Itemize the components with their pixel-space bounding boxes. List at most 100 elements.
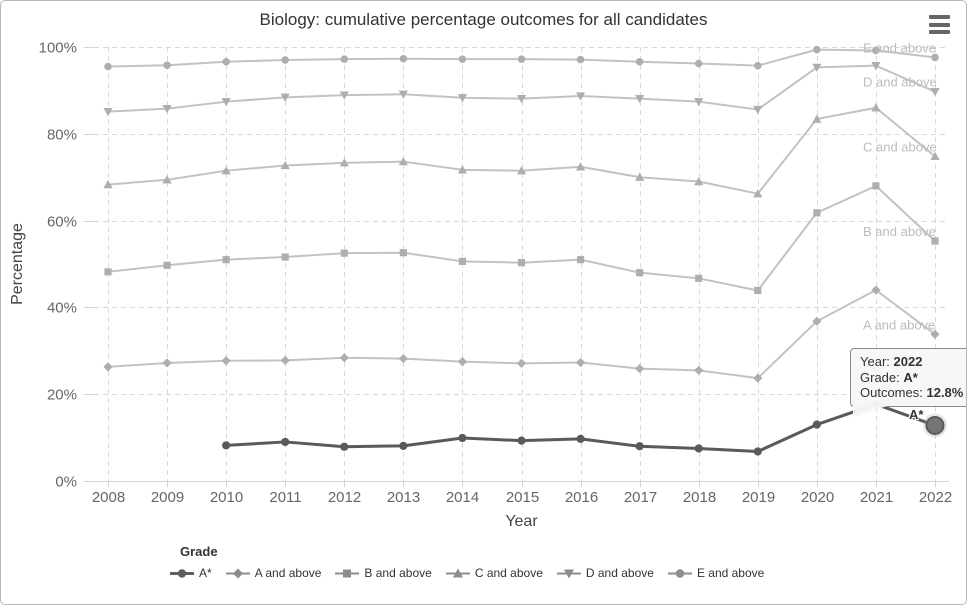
series-point[interactable] <box>103 362 113 372</box>
series-point[interactable] <box>340 442 349 451</box>
series-point[interactable] <box>222 441 231 450</box>
series-point[interactable] <box>753 447 762 456</box>
series-point[interactable] <box>635 363 645 374</box>
series-point[interactable] <box>812 316 822 326</box>
series-point[interactable] <box>281 253 289 261</box>
series-point[interactable] <box>930 88 940 97</box>
series-point[interactable] <box>339 353 349 363</box>
series-point[interactable] <box>281 56 289 64</box>
series-point[interactable] <box>517 436 526 445</box>
series-point[interactable] <box>340 55 349 63</box>
series-point[interactable] <box>103 107 113 117</box>
series-point[interactable] <box>221 356 231 366</box>
series-point[interactable] <box>399 249 407 257</box>
series-point[interactable] <box>399 441 408 450</box>
series-point[interactable] <box>812 420 821 429</box>
series-point[interactable] <box>871 61 881 71</box>
context-menu-button[interactable] <box>929 15 950 34</box>
series-point[interactable] <box>162 175 172 184</box>
series-point[interactable] <box>694 444 703 453</box>
series-point[interactable] <box>162 358 172 368</box>
legend-item-a-and-above[interactable]: A and above <box>222 566 325 580</box>
series-point[interactable] <box>575 92 586 101</box>
series-point[interactable] <box>398 156 408 166</box>
series-point[interactable] <box>635 442 644 451</box>
y-tick-label: 60% <box>47 214 77 231</box>
series-point[interactable] <box>694 98 704 107</box>
series-point[interactable] <box>813 209 821 217</box>
series-point[interactable] <box>635 94 645 104</box>
series-point[interactable] <box>812 114 822 123</box>
series-point[interactable] <box>931 237 939 245</box>
series-point[interactable] <box>280 160 290 170</box>
series-point[interactable] <box>103 179 113 189</box>
series-point[interactable] <box>754 286 762 295</box>
series-point[interactable] <box>694 59 703 68</box>
legend-item-b-and-above[interactable]: B and above <box>331 566 434 580</box>
series-point[interactable] <box>280 93 290 102</box>
series-point[interactable] <box>517 55 526 63</box>
series-point[interactable] <box>222 256 230 264</box>
series-point[interactable] <box>162 104 172 114</box>
series-point[interactable] <box>575 162 586 171</box>
series-point[interactable] <box>281 437 290 447</box>
series-point[interactable] <box>457 165 468 174</box>
series-point[interactable] <box>339 91 349 100</box>
series-point[interactable] <box>221 166 231 175</box>
series-point[interactable] <box>458 257 467 265</box>
legend-item-c-and-above[interactable]: C and above <box>442 566 546 580</box>
series-point[interactable] <box>753 105 763 115</box>
series-point-hovered[interactable] <box>925 415 945 435</box>
series-point[interactable] <box>104 268 112 276</box>
series-point[interactable] <box>222 57 230 66</box>
series-point[interactable] <box>576 256 585 264</box>
series-point[interactable] <box>871 285 881 295</box>
series-point[interactable] <box>398 90 408 99</box>
series-point[interactable] <box>163 261 171 269</box>
series-point[interactable] <box>753 189 763 198</box>
series-point[interactable] <box>339 158 349 167</box>
series-point[interactable] <box>163 61 171 69</box>
series-point[interactable] <box>931 53 939 62</box>
x-tick-label: 2020 <box>801 489 834 506</box>
series-point[interactable] <box>872 182 880 190</box>
series-point[interactable] <box>399 54 408 63</box>
series-point[interactable] <box>930 329 940 339</box>
series-point[interactable] <box>457 94 468 103</box>
series-point[interactable] <box>694 176 704 186</box>
series-point[interactable] <box>517 259 526 267</box>
series-point[interactable] <box>871 103 881 112</box>
series-point[interactable] <box>104 62 112 71</box>
series-point[interactable] <box>753 373 763 383</box>
series-point[interactable] <box>516 358 527 368</box>
series-point[interactable] <box>930 151 940 161</box>
series-point[interactable] <box>635 57 644 66</box>
series-point[interactable] <box>812 63 822 72</box>
series-point[interactable] <box>516 166 527 175</box>
legend-item-a-star[interactable]: A* <box>166 566 215 580</box>
legend-item-d-and-above[interactable]: D and above <box>553 566 657 580</box>
series-point[interactable] <box>221 98 231 107</box>
series-point[interactable] <box>457 357 468 367</box>
series-point[interactable] <box>695 274 703 282</box>
series-point[interactable] <box>458 433 467 443</box>
series-point[interactable] <box>398 354 408 364</box>
series-a-star-line <box>226 402 936 453</box>
series-point[interactable] <box>458 55 467 63</box>
series-point[interactable] <box>635 172 645 181</box>
series-point[interactable] <box>576 434 585 444</box>
y-tick-label: 40% <box>47 300 77 317</box>
series-point[interactable] <box>813 45 821 54</box>
series-point[interactable] <box>754 61 762 70</box>
series-point[interactable] <box>516 94 527 104</box>
legend-item-e-and-above[interactable]: E and above <box>664 566 767 580</box>
series-point[interactable] <box>280 355 290 365</box>
series-point[interactable] <box>636 269 644 277</box>
series-a-and-above: A and above <box>103 285 940 383</box>
series-point[interactable] <box>694 365 704 375</box>
series-point[interactable] <box>576 55 585 64</box>
series-point[interactable] <box>575 357 586 368</box>
series-point[interactable] <box>872 46 880 55</box>
series-point[interactable] <box>340 249 348 257</box>
series-e-and-above-end-label: E and above <box>863 40 936 55</box>
